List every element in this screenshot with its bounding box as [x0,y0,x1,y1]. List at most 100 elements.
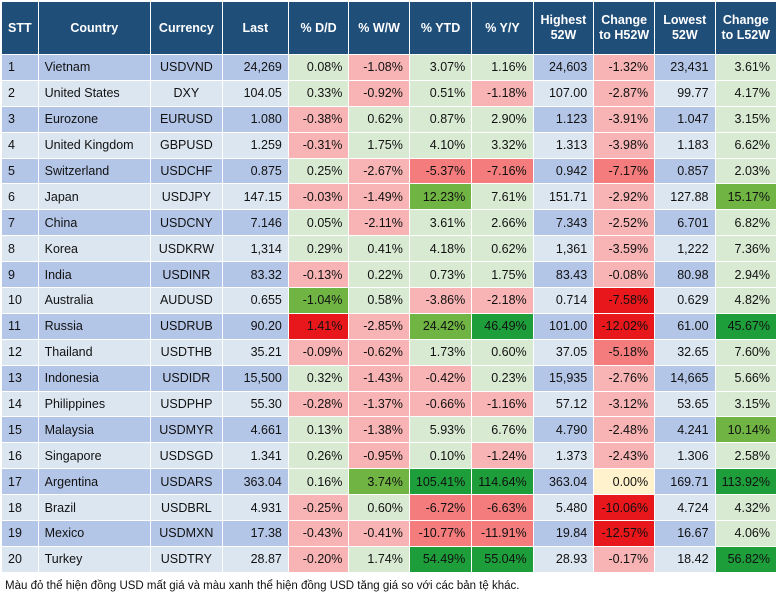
table-row[interactable]: 11 Russia USDRUB 90.20 1.41% -2.85% 24.42% 46.4… [1,312,777,340]
cell-currency: USDPHP [149,390,223,418]
cell-currency: USDJPY [149,183,223,211]
cell-stt: 17 [1,468,39,496]
cell-lowest-52w: 80.98 [654,261,716,289]
cell-stt: 2 [1,79,39,107]
table-row[interactable]: 7 China USDCNY 7.146 0.05% -2.11% 3.61% 2.66% 7.… [1,209,777,237]
cell-country: Korea [37,235,151,263]
cell-highest-52w: 15,935 [532,364,595,392]
cell-lowest-52w: 1,222 [654,235,716,263]
cell-pct-ww: -2.67% [348,157,410,185]
header-row: STT Country Currency Last % D/D % W/W % … [1,1,777,55]
cell-change-l52w: 7.36% [714,235,777,263]
cell-currency: USDTRY [149,545,223,573]
table-row[interactable]: 13 Indonesia USDIDR 15,500 0.32% -1.43% -0.42%… [1,364,777,392]
header-highest-52w[interactable]: Highest 52W [532,1,595,55]
cell-last: 83.32 [221,261,289,289]
cell-pct-yy: 114.64% [471,468,534,496]
cell-change-h52w: -7.17% [593,157,656,185]
cell-last: 15,500 [221,364,289,392]
cell-last: 28.87 [221,545,289,573]
cell-highest-52w: 101.00 [532,312,595,340]
cell-pct-ww: 0.58% [348,287,410,314]
cell-change-h52w: -0.08% [593,261,656,289]
cell-change-h52w: -2.52% [593,209,656,237]
table-row[interactable]: 15 Malaysia USDMYR 4.661 0.13% -1.38% 5.93% 6.7… [1,416,777,444]
header-pct-ww[interactable]: % W/W [348,1,410,55]
cell-change-l52w: 15.17% [714,183,777,211]
cell-pct-yy: -1.16% [471,390,534,418]
cell-lowest-52w: 169.71 [654,468,716,496]
cell-change-h52w: -3.98% [593,131,656,159]
cell-last: 104.05 [221,79,289,107]
table-row[interactable]: 3 Eurozone EURUSD 1.080 -0.38% 0.62% 0.87% 2.90… [1,105,777,133]
table-row[interactable]: 18 Brazil USDBRL 4.931 -0.25% 0.60% -6.72% -6.6… [1,494,777,522]
table-row[interactable]: 19 Mexico USDMXN 17.38 -0.43% -0.41% -10.77% -1… [1,520,777,547]
cell-stt: 19 [1,520,39,547]
table-row[interactable]: 6 Japan USDJPY 147.15 -0.03% -1.49% 12.23% 7.61… [1,183,777,211]
cell-change-l52w: 7.60% [714,338,777,366]
cell-pct-dd: 0.13% [287,416,350,444]
cell-change-h52w: -2.48% [593,416,656,444]
cell-pct-ytd: 4.18% [408,235,473,263]
table-row[interactable]: 10 Australia AUDUSD 0.655 -1.04% 0.58% -3.86% -… [1,287,777,314]
header-pct-yy[interactable]: % Y/Y [471,1,534,55]
table-row[interactable]: 16 Singapore USDSGD 1.341 0.26% -0.95% 0.10% -1… [1,442,777,470]
header-pct-dd[interactable]: % D/D [287,1,350,55]
cell-pct-dd: 0.25% [287,157,350,185]
header-change-h52w[interactable]: Change to H52W [593,1,656,55]
cell-pct-yy: 2.66% [471,209,534,237]
cell-pct-dd: -0.28% [287,390,350,418]
cell-stt: 14 [1,390,39,418]
header-country[interactable]: Country [37,1,151,55]
cell-pct-ww: -1.49% [348,183,410,211]
cell-pct-ytd: 105.41% [408,468,473,496]
cell-pct-yy: -1.24% [471,442,534,470]
cell-pct-ww: -1.43% [348,364,410,392]
table-row[interactable]: 12 Thailand USDTHB 35.21 -0.09% -0.62% 1.73% 0.… [1,338,777,366]
table-row[interactable]: 4 United Kingdom GBPUSD 1.259 -0.31% 1.75% 4.1… [1,131,777,159]
cell-last: 4.931 [221,494,289,522]
header-pct-ytd[interactable]: % YTD [408,1,473,55]
cell-pct-ytd: 0.73% [408,261,473,289]
fx-table-container: STT Country Currency Last % D/D % W/W % … [1,1,777,573]
cell-currency: GBPUSD [149,131,223,159]
cell-last: 7.146 [221,209,289,237]
cell-pct-dd: 0.32% [287,364,350,392]
cell-last: 1.341 [221,442,289,470]
table-row[interactable]: 20 Turkey USDTRY 28.87 -0.20% 1.74% 54.49% 55.0… [1,545,777,573]
header-change-l52w[interactable]: Change to L52W [714,1,777,55]
cell-currency: AUDUSD [149,287,223,314]
cell-change-l52w: 2.58% [714,442,777,470]
cell-stt: 3 [1,105,39,133]
table-row[interactable]: 1 Vietnam USDVND 24,269 0.08% -1.08% 3.07% 1.16… [1,54,777,81]
table-row[interactable]: 2 United States DXY 104.05 0.33% -0.92% 0.51% -… [1,79,777,107]
table-row[interactable]: 5 Switzerland USDCHF 0.875 0.25% -2.67% -5.37%… [1,157,777,185]
table-row[interactable]: 14 Philippines USDPHP 55.30 -0.28% -1.37% -0.6… [1,390,777,418]
cell-last: 24,269 [221,54,289,81]
cell-lowest-52w: 16.67 [654,520,716,547]
cell-pct-dd: 0.33% [287,79,350,107]
cell-pct-ytd: -10.77% [408,520,473,547]
table-row[interactable]: 8 Korea USDKRW 1,314 0.29% 0.41% 4.18% 0.62% 1,3… [1,235,777,263]
header-lowest-52w[interactable]: Lowest 52W [654,1,716,55]
cell-stt: 20 [1,545,39,573]
cell-pct-ytd: 1.73% [408,338,473,366]
header-currency[interactable]: Currency [149,1,223,55]
header-last[interactable]: Last [221,1,289,55]
cell-pct-ww: 0.22% [348,261,410,289]
cell-change-h52w: -3.59% [593,235,656,263]
cell-change-h52w: -2.43% [593,442,656,470]
cell-highest-52w: 24,603 [532,54,595,81]
cell-pct-dd: -0.09% [287,338,350,366]
cell-lowest-52w: 32.65 [654,338,716,366]
table-row[interactable]: 17 Argentina USDARS 363.04 0.16% 3.74% 105.41%… [1,468,777,496]
cell-currency: EURUSD [149,105,223,133]
table-row[interactable]: 9 India USDINR 83.32 -0.13% 0.22% 0.73% 1.75% 83… [1,261,777,289]
cell-currency: USDMXN [149,520,223,547]
cell-highest-52w: 1.373 [532,442,595,470]
header-stt[interactable]: STT [1,1,39,55]
cell-last: 1,314 [221,235,289,263]
cell-pct-dd: -0.20% [287,545,350,573]
cell-change-l52w: 3.15% [714,390,777,418]
cell-last: 363.04 [221,468,289,496]
